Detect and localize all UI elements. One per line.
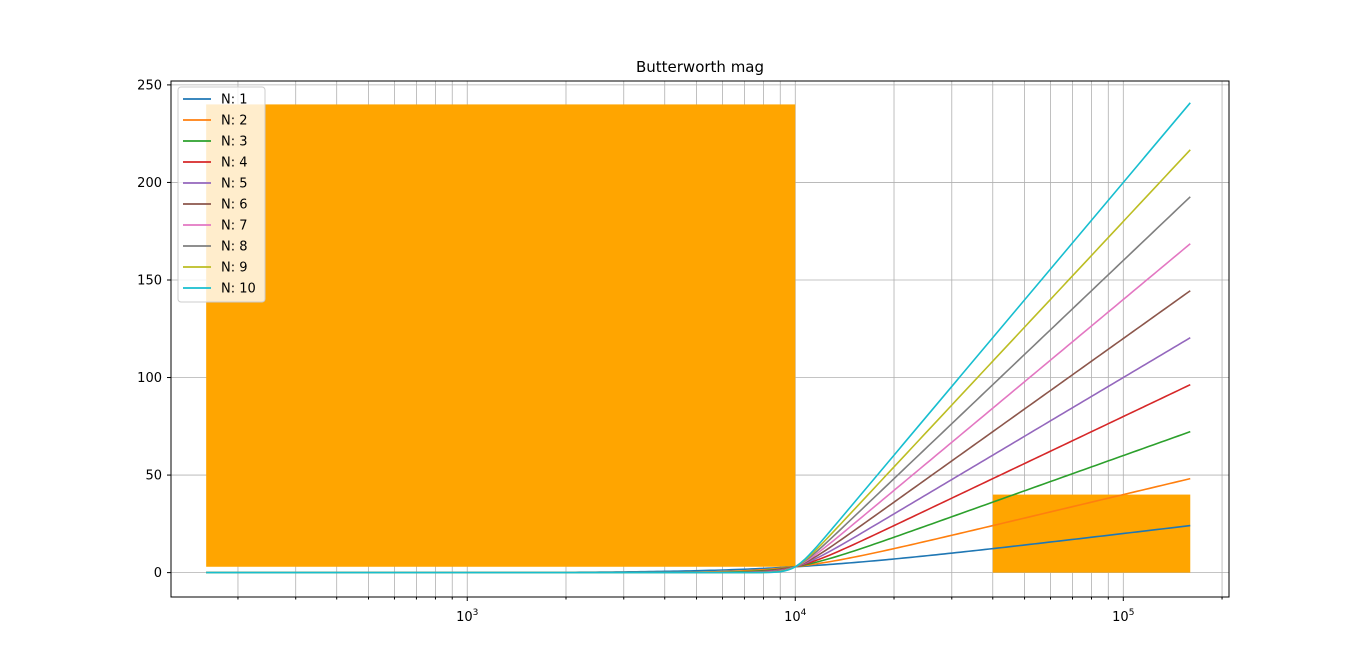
legend-label: N: 7 — [221, 219, 248, 234]
x-tick-label: 105 — [1112, 608, 1134, 625]
y-tick-label: 100 — [137, 371, 162, 386]
y-tick-label: 200 — [137, 176, 162, 191]
legend-label: N: 5 — [221, 177, 248, 192]
legend-label: N: 6 — [221, 198, 248, 213]
series-line — [206, 102, 1191, 574]
y-tick-label: 50 — [145, 469, 162, 484]
legend-label: N: 3 — [221, 135, 248, 150]
legend-label: N: 10 — [221, 282, 256, 297]
y-tick-label: 250 — [137, 78, 162, 93]
y-tick-label: 0 — [154, 566, 162, 581]
legend-label: N: 1 — [221, 93, 248, 108]
axes-frame — [170, 80, 1230, 598]
legend-label: N: 4 — [221, 156, 248, 171]
legend-label: N: 2 — [221, 114, 248, 129]
y-tick-label: 150 — [137, 273, 162, 288]
shaded-regions — [206, 104, 1191, 573]
legend-label: N: 9 — [221, 261, 248, 276]
chart-title: Butterworth mag — [636, 58, 764, 76]
shaded-region — [206, 104, 796, 567]
legend-label: N: 8 — [221, 240, 248, 255]
series-lines — [206, 102, 1191, 574]
legend: N: 1 N: 2 N: 3 N: 4 N: 5 N: 6 N: 7 N: 8 N: 9 N: 1… — [177, 86, 266, 303]
x-tick-label: 104 — [784, 608, 807, 625]
x-tick-label: 103 — [456, 608, 478, 625]
shaded-region — [992, 494, 1191, 573]
